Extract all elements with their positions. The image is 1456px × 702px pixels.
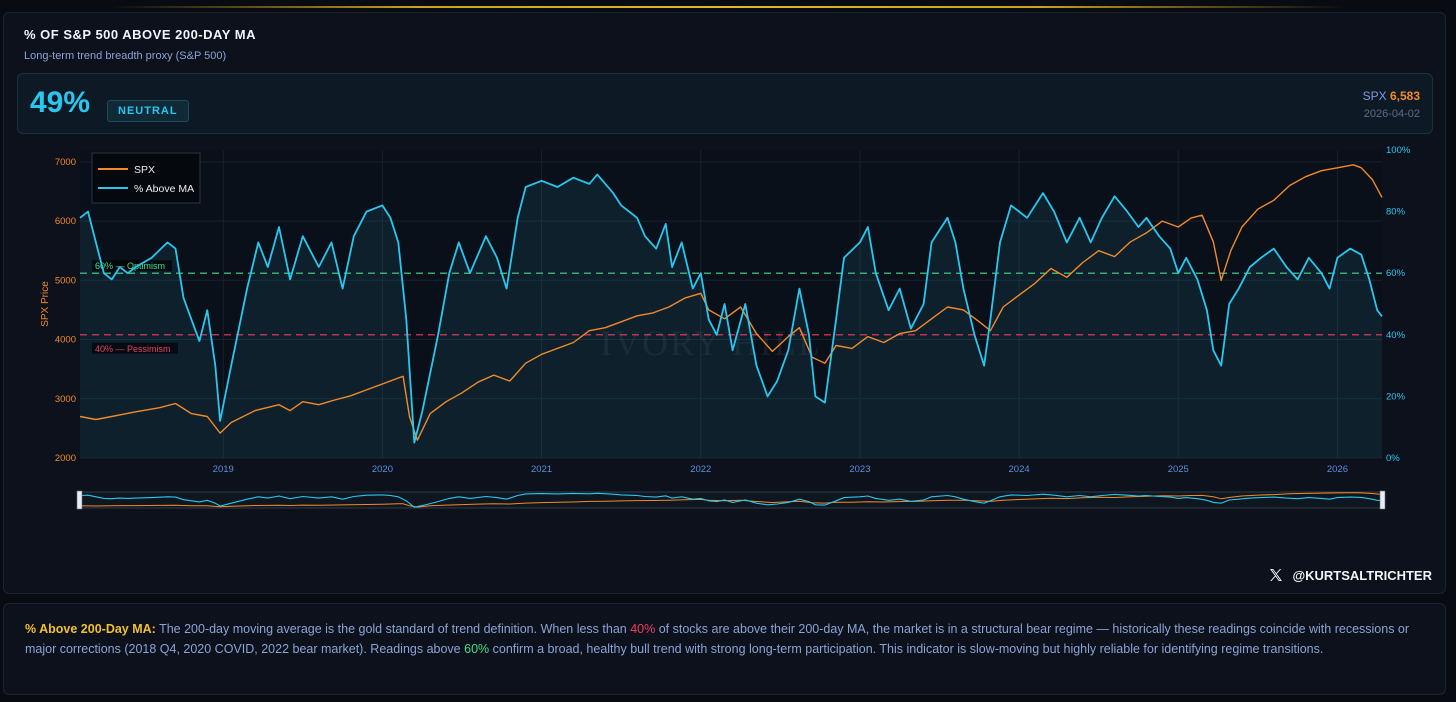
description-green-value: 60% <box>464 642 490 656</box>
description-lead: % Above 200-Day MA: <box>25 622 156 636</box>
x-tick-label: 2026 <box>1327 464 1348 475</box>
kpi-value: 49% <box>30 86 91 119</box>
legend-label: % Above MA <box>134 183 194 195</box>
y-right-tick-label: 60% <box>1386 268 1406 279</box>
x-tick-label: 2023 <box>849 464 870 475</box>
y-left-tick-label: 6000 <box>55 216 76 227</box>
pct-above-ma-series-line <box>79 173 1383 444</box>
y-right-tick-label: 80% <box>1386 207 1406 218</box>
threshold-label: 60% — Optimism <box>95 261 165 271</box>
y-right-tick-label: 20% <box>1386 391 1406 402</box>
status-badge: NEUTRAL <box>107 100 189 122</box>
spx-label: SPX <box>1362 89 1387 103</box>
x-tick-label: 2020 <box>372 464 393 475</box>
threshold-label-bg <box>92 260 172 272</box>
y-left-tick-label: 3000 <box>55 394 76 405</box>
indicator-description: % Above 200-Day MA: The 200-day moving a… <box>3 603 1446 695</box>
y-axis-label: SPX Price <box>40 281 51 327</box>
y-right-tick-label: 0% <box>1386 453 1400 464</box>
x-tick-label: 2019 <box>213 464 234 475</box>
x-logo-icon <box>1270 569 1283 581</box>
navigator-handle-left <box>76 490 83 510</box>
spx-readout: SPX 6,583 <box>1363 89 1420 103</box>
top-accent-line <box>0 0 1456 10</box>
legend-label: SPX <box>134 164 155 176</box>
x-tick-label: 2021 <box>531 464 552 475</box>
author-credit: @KURTSALTRICHTER <box>1268 567 1432 583</box>
breadth-chart[interactable]: 2019 2020 2021 2022 2023 2024 2025 2026 2000 3000… <box>0 140 1456 520</box>
navigator-handle-right <box>1379 490 1386 510</box>
y-left-tick-label: 7000 <box>55 157 76 168</box>
page-subtitle: Long-term trend breadth proxy (S&P 500) <box>24 50 227 62</box>
description-red-value: 40% <box>630 622 656 636</box>
threshold-label-bg <box>92 342 178 354</box>
description-text-1: The 200-day moving average is the gold s… <box>155 622 631 636</box>
description-text-3: confirm a broad, healthy bull trend with… <box>489 642 1324 656</box>
page-title: % OF S&P 500 ABOVE 200-DAY MA <box>24 27 256 42</box>
y-left-tick-label: 2000 <box>55 453 76 464</box>
plot-background <box>80 150 1382 458</box>
chart-area[interactable]: 2019 2020 2021 2022 2023 2024 2025 2026 2000 3000… <box>0 140 1456 520</box>
y-right-tick-label: 40% <box>1386 330 1406 341</box>
description-text-2: of stocks are above their 200-day MA, th… <box>25 622 1410 656</box>
chart-legend: SPX % Above MA <box>91 152 201 204</box>
kpi-panel <box>17 73 1433 134</box>
navigator-pct-line <box>79 492 1383 508</box>
y-left-tick-label: 5000 <box>55 275 76 286</box>
spx-series-line <box>79 164 1383 441</box>
legend-box <box>91 152 201 204</box>
y-right-tick-label: 100% <box>1386 145 1411 156</box>
spx-value: 6,583 <box>1389 89 1420 103</box>
watermark-text: IVORY HILL <box>600 323 822 363</box>
x-tick-label: 2024 <box>1009 464 1030 475</box>
threshold-label: 40% — Pessimism <box>95 344 171 354</box>
navigator-spx-line <box>79 492 1383 508</box>
x-tick-label: 2022 <box>690 464 711 475</box>
y-left-tick-label: 4000 <box>55 335 76 346</box>
as-of-date: 2026-04-02 <box>1363 108 1420 120</box>
x-tick-label: 2025 <box>1168 464 1189 475</box>
credit-handle: @KURTSALTRICHTER <box>1292 567 1432 583</box>
